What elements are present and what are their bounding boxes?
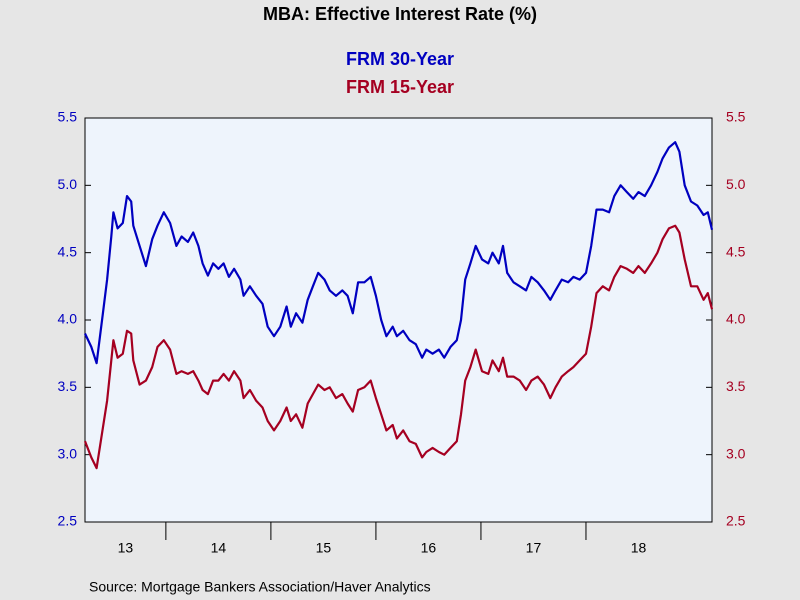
y-tick-label: 4.0 xyxy=(58,311,78,327)
x-tick-label: 18 xyxy=(631,540,647,556)
y2-tick-label: 4.5 xyxy=(726,243,746,259)
x-tick-label: 17 xyxy=(526,540,542,556)
y2-tick-label: 3.0 xyxy=(726,445,746,461)
legend-entry: FRM 30-Year xyxy=(346,49,454,69)
y-tick-label: 3.5 xyxy=(58,378,78,394)
x-tick-label: 13 xyxy=(118,540,134,556)
chart-title: MBA: Effective Interest Rate (%) xyxy=(263,4,537,24)
y-tick-label: 5.0 xyxy=(58,176,78,192)
series-line xyxy=(83,224,714,470)
y-tick-label: 2.5 xyxy=(58,513,78,529)
y2-tick-label: 5.0 xyxy=(726,176,746,192)
legend-entry: FRM 15-Year xyxy=(346,77,454,97)
x-tick-label: 16 xyxy=(421,540,437,556)
series-line xyxy=(84,141,714,365)
y-tick-label: 5.5 xyxy=(58,109,78,125)
y2-tick-label: 2.5 xyxy=(726,513,746,529)
y-tick-label: 3.0 xyxy=(58,445,78,461)
y2-tick-label: 3.5 xyxy=(726,378,746,394)
x-tick-label: 14 xyxy=(211,540,227,556)
source-note: Source: Mortgage Bankers Association/Hav… xyxy=(89,579,431,595)
x-tick-label: 15 xyxy=(316,540,332,556)
plot-area xyxy=(84,117,713,523)
y2-tick-label: 4.0 xyxy=(726,311,746,327)
y2-tick-label: 5.5 xyxy=(726,109,746,125)
y-tick-label: 4.5 xyxy=(58,243,78,259)
